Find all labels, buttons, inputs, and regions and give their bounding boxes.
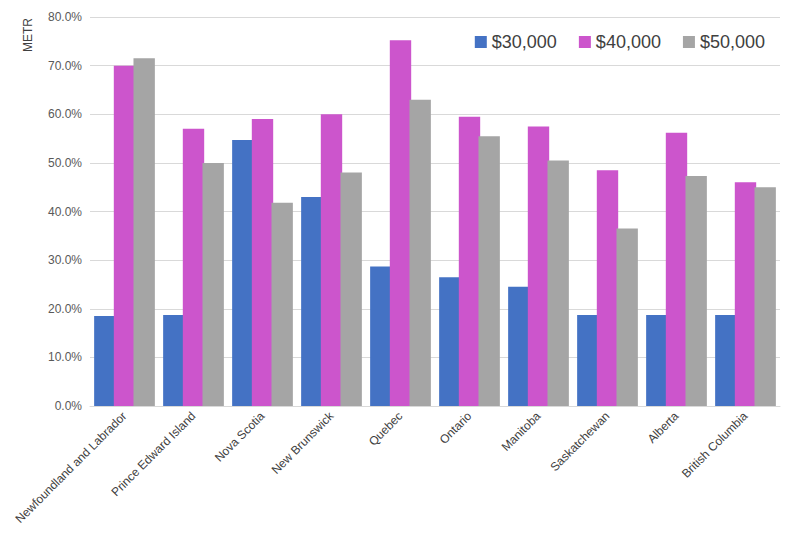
svg-text:METR: METR xyxy=(21,18,35,52)
svg-text:50.0%: 50.0% xyxy=(48,156,82,170)
svg-text:Ontario: Ontario xyxy=(437,409,475,447)
svg-text:40.0%: 40.0% xyxy=(48,205,82,219)
svg-text:80.0%: 80.0% xyxy=(48,10,82,24)
svg-text:Alberta: Alberta xyxy=(645,409,682,446)
svg-text:Manitoba: Manitoba xyxy=(499,409,544,454)
svg-text:Newfoundland and Labrador: Newfoundland and Labrador xyxy=(13,409,130,526)
svg-text:20.0%: 20.0% xyxy=(48,302,82,316)
svg-text:70.0%: 70.0% xyxy=(48,59,82,73)
svg-text:Saskatchewan: Saskatchewan xyxy=(547,409,612,474)
svg-text:10.0%: 10.0% xyxy=(48,350,82,364)
svg-text:Quebec: Quebec xyxy=(366,409,406,449)
svg-text:Prince Edward Island: Prince Edward Island xyxy=(108,409,198,499)
svg-text:$50,000: $50,000 xyxy=(700,32,765,52)
svg-text:$40,000: $40,000 xyxy=(596,32,661,52)
svg-text:New Brunswick: New Brunswick xyxy=(269,408,338,477)
svg-text:British Columbia: British Columbia xyxy=(679,409,751,481)
svg-text:30.0%: 30.0% xyxy=(48,253,82,267)
svg-text:$30,000: $30,000 xyxy=(492,32,557,52)
svg-text:60.0%: 60.0% xyxy=(48,107,82,121)
svg-text:Nova Scotia: Nova Scotia xyxy=(212,409,268,465)
svg-text:0.0%: 0.0% xyxy=(55,399,83,413)
